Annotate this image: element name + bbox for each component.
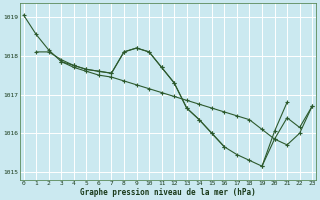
- X-axis label: Graphe pression niveau de la mer (hPa): Graphe pression niveau de la mer (hPa): [80, 188, 256, 197]
